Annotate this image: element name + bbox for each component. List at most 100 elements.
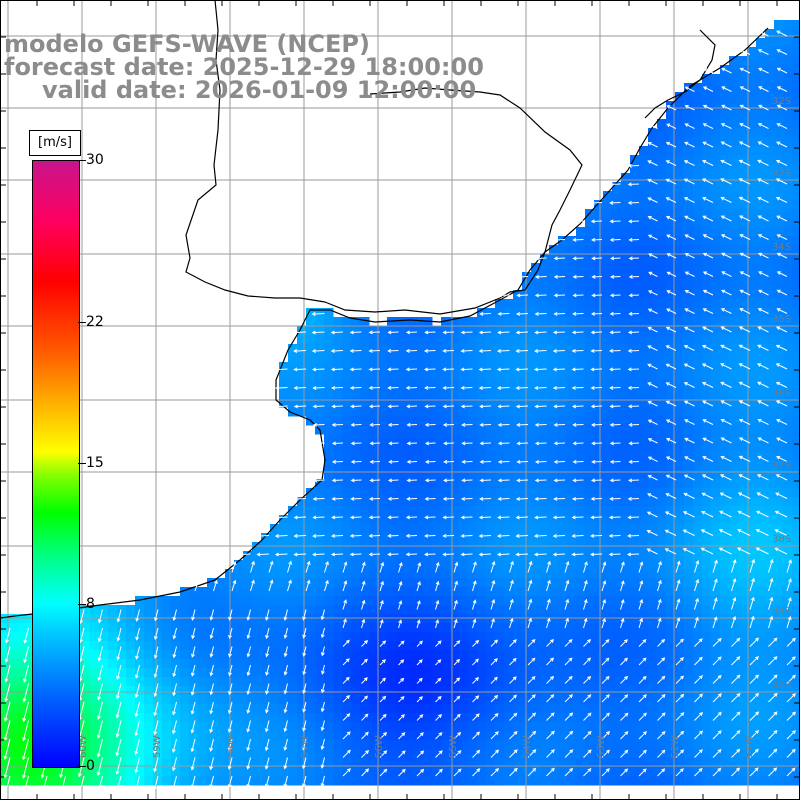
field-cell [171,596,181,606]
field-cell [558,704,568,714]
field-cell [369,713,379,723]
field-cell [486,776,496,786]
field-cell [738,722,748,732]
field-cell [720,587,730,597]
field-cell [549,542,559,552]
field-cell [459,353,469,363]
field-cell [603,371,613,381]
field-cell [414,623,424,633]
field-cell [621,506,631,516]
field-cell [405,488,415,498]
field-cell [639,452,649,462]
field-cell [414,776,424,786]
field-cell [477,506,487,516]
field-cell [108,632,118,642]
field-cell [477,623,487,633]
field-cell [684,713,694,723]
field-cell [639,416,649,426]
field-cell [792,20,800,30]
field-cell [702,578,712,588]
field-cell [720,614,730,624]
field-cell [423,668,433,678]
field-cell [99,605,109,615]
field-cell [603,425,613,435]
field-cell [279,533,289,543]
field-cell [612,506,622,516]
field-cell [351,371,361,381]
field-cell [378,434,388,444]
field-cell [720,668,730,678]
field-cell [720,677,730,687]
field-cell [684,245,694,255]
field-cell [495,740,505,750]
field-cell [675,497,685,507]
field-cell [621,389,631,399]
field-cell [648,776,658,786]
field-cell [405,695,415,705]
field-cell [450,434,460,444]
field-cell [738,533,748,543]
field-cell [198,596,208,606]
field-cell [675,137,685,147]
field-cell [792,380,800,390]
field-cell [774,641,784,651]
field-cell [684,767,694,777]
field-cell [612,245,622,255]
field-cell [405,470,415,480]
field-cell [324,641,334,651]
field-cell [108,668,118,678]
field-cell [135,722,145,732]
field-cell [549,605,559,615]
field-cell [126,659,136,669]
field-cell [27,767,37,777]
field-cell [423,362,433,372]
field-cell [720,92,730,102]
field-cell [441,767,451,777]
field-cell [333,506,343,516]
field-cell [756,110,766,120]
field-cell [558,434,568,444]
field-cell [684,317,694,327]
field-cell [702,704,712,714]
field-cell [630,209,640,219]
field-cell [90,704,100,714]
field-cell [495,389,505,399]
field-cell [603,488,613,498]
field-cell [513,326,523,336]
field-cell [558,596,568,606]
field-cell [432,515,442,525]
field-cell [333,749,343,759]
field-cell [702,731,712,741]
field-cell [585,227,595,237]
field-cell [414,461,424,471]
field-cell [711,425,721,435]
field-cell [522,641,532,651]
field-cell [495,425,505,435]
field-cell [720,146,730,156]
field-cell [657,398,667,408]
field-cell [423,452,433,462]
field-cell [189,641,199,651]
field-cell [729,353,739,363]
field-cell [792,146,800,156]
field-cell [378,326,388,336]
field-cell [774,56,784,66]
field-cell [684,740,694,750]
field-cell [450,488,460,498]
field-cell [594,389,604,399]
field-cell [711,407,721,417]
field-cell [675,605,685,615]
field-cell [774,74,784,84]
field-cell [765,335,775,345]
field-cell [252,632,262,642]
field-cell [693,128,703,138]
field-cell [648,713,658,723]
field-cell [351,407,361,417]
field-cell [306,551,316,561]
field-cell [153,704,163,714]
field-cell [351,569,361,579]
field-cell [297,335,307,345]
field-cell [405,632,415,642]
field-cell [495,587,505,597]
field-cell [693,227,703,237]
